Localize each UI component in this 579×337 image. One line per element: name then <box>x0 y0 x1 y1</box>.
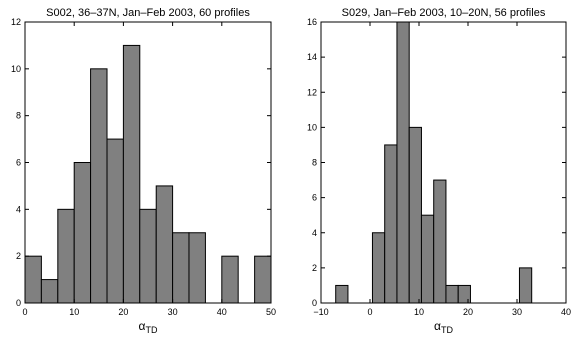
bars <box>335 21 533 304</box>
y-tick-label: 8 <box>312 158 317 168</box>
x-tick-label: 0 <box>22 307 27 317</box>
histogram-bar-6 <box>408 126 422 304</box>
y-tick-label: 2 <box>16 251 21 261</box>
histogram-bar-14 <box>254 255 272 304</box>
y-tick-label: 6 <box>16 158 21 168</box>
y-tick-label: 16 <box>307 17 317 27</box>
x-tick-label: −10 <box>313 307 328 317</box>
histogram-bar-4 <box>90 68 108 304</box>
x-tick-label: 30 <box>512 307 522 317</box>
x-axis-label-subscript: TD <box>145 325 157 335</box>
y-tick-label: 10 <box>307 122 317 132</box>
x-tick-label: 40 <box>561 307 571 317</box>
y-tick-label: 10 <box>11 64 21 74</box>
y-tick-label: 0 <box>16 298 21 308</box>
histogram-bar-0 <box>24 255 42 304</box>
histogram-bar-9 <box>172 232 190 304</box>
histogram-bar-7 <box>420 214 435 304</box>
y-tick-label: 0 <box>312 298 317 308</box>
histogram-bar-12 <box>221 255 239 304</box>
histogram-bar-2 <box>57 208 75 304</box>
x-tick-label: 30 <box>168 307 178 317</box>
y-tick-label: 4 <box>16 204 21 214</box>
x-axis-label-main: α <box>434 319 441 333</box>
x-axis-label-subscript: TD <box>441 325 453 335</box>
y-tick-label: 12 <box>307 87 317 97</box>
histogram-bar-5 <box>106 138 124 304</box>
histogram-bar-7 <box>139 208 157 304</box>
x-axis-label: αTD <box>139 319 158 335</box>
histogram-bar-0 <box>335 284 349 304</box>
y-tick-label: 12 <box>11 17 21 27</box>
x-axis-label: αTD <box>434 319 453 335</box>
histogram-bar-8 <box>433 179 447 304</box>
histogram-bar-9 <box>445 284 459 304</box>
histogram-bar-6 <box>122 44 141 304</box>
y-tick-label: 14 <box>307 52 317 62</box>
histogram-bar-5 <box>396 21 410 304</box>
histogram-s029: S029, Jan–Feb 2003, 10–20N, 56 profiles … <box>307 7 571 335</box>
x-tick-label: 10 <box>69 307 79 317</box>
bars <box>24 44 272 304</box>
axis-ticks: 0 10 20 30 40 50 0 2 4 6 8 10 12 <box>11 17 276 317</box>
histogram-bar-8 <box>155 185 174 304</box>
histogram-bar-4 <box>384 144 398 304</box>
histogram-bar-10 <box>457 284 471 304</box>
x-tick-label: 40 <box>217 307 227 317</box>
x-tick-label: 50 <box>266 307 276 317</box>
chart-title: S029, Jan–Feb 2003, 10–20N, 56 profiles <box>342 7 546 19</box>
x-tick-label: 20 <box>118 307 128 317</box>
histogram-bar-15 <box>518 267 533 304</box>
chart-title: S002, 36–37N, Jan–Feb 2003, 60 profiles <box>46 7 250 19</box>
histogram-bar-10 <box>188 232 206 304</box>
y-tick-label: 8 <box>16 111 21 121</box>
histogram-bar-3 <box>371 232 386 304</box>
x-tick-label: 0 <box>367 307 372 317</box>
y-tick-label: 4 <box>312 228 317 238</box>
y-tick-label: 6 <box>312 193 317 203</box>
x-tick-label: 20 <box>463 307 473 317</box>
histogram-bar-3 <box>73 162 92 304</box>
histogram-s002: S002, 36–37N, Jan–Feb 2003, 60 profiles … <box>11 7 276 335</box>
y-tick-label: 2 <box>312 263 317 273</box>
x-axis-label-main: α <box>139 319 146 333</box>
x-tick-label: 10 <box>414 307 424 317</box>
histogram-bar-1 <box>40 279 59 304</box>
